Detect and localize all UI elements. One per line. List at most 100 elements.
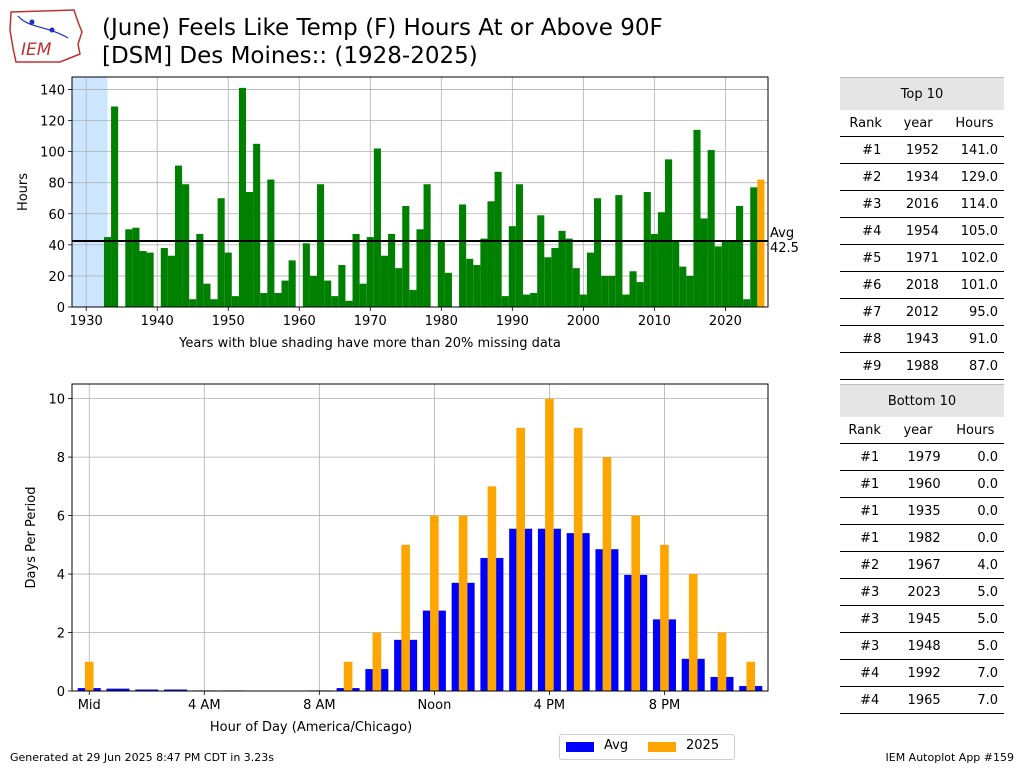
footer-app-id: IEM Autoplot App #159 xyxy=(885,751,1015,764)
year-bar xyxy=(679,266,687,307)
year-bar xyxy=(565,238,573,307)
table-row: #3 1948 5.0 xyxy=(840,632,1004,660)
x-tick-label: 1960 xyxy=(283,314,316,329)
top10-col-rank: Rank xyxy=(840,110,892,137)
bottom10-col-hours: Hours xyxy=(946,417,1004,444)
legend-2025-swatch xyxy=(648,742,676,752)
year-bar xyxy=(672,240,680,307)
year-bar xyxy=(366,237,374,307)
y-tick-label: 2 xyxy=(57,627,65,642)
hours-cell: 4.0 xyxy=(946,551,1004,579)
rank-cell: #1 xyxy=(840,136,892,164)
year-2025-bar xyxy=(458,515,468,691)
x-tick-label: 8 PM xyxy=(649,698,680,713)
y-tick-label: 20 xyxy=(48,270,65,285)
year-bar xyxy=(629,271,637,307)
year-bar xyxy=(253,143,261,307)
year-2025-bar xyxy=(487,486,497,691)
y-tick-label: 120 xyxy=(40,115,65,130)
table-row: #6 2018 101.0 xyxy=(840,271,1004,299)
year-bar xyxy=(103,237,112,307)
rank-cell: #3 xyxy=(840,605,890,633)
year-bar xyxy=(352,233,360,307)
year-cell: 1954 xyxy=(891,217,945,245)
year-bar xyxy=(231,296,239,307)
year-bar xyxy=(750,187,758,307)
year-bar xyxy=(373,148,381,307)
year-cell: 1982 xyxy=(889,524,947,552)
year-bar xyxy=(693,129,701,307)
y-tick-label: 40 xyxy=(48,239,65,254)
x-tick-label: 2010 xyxy=(638,314,671,329)
year-bar xyxy=(558,230,566,307)
year-bar xyxy=(665,159,673,307)
year-cell: 1965 xyxy=(889,686,947,714)
table-row: #5 1971 102.0 xyxy=(840,244,1004,272)
footer-generated: Generated at 29 Jun 2025 8:47 PM CDT in … xyxy=(10,751,275,764)
year-bar xyxy=(530,293,538,307)
year-bar xyxy=(402,205,410,307)
year-bar xyxy=(139,251,147,307)
rank-cell: #4 xyxy=(840,217,892,245)
year-cell: 1945 xyxy=(889,605,947,633)
year-bar xyxy=(160,247,168,307)
year-bar xyxy=(643,192,651,307)
avg-bar xyxy=(164,689,188,691)
table-row: #3 1945 5.0 xyxy=(840,605,1004,633)
chart-title-line1: (June) Feels Like Temp (F) Hours At or A… xyxy=(102,15,663,41)
year-cell: 1992 xyxy=(889,659,947,687)
average-label: Avg 42.5 xyxy=(770,226,799,256)
x-tick-label: Mid xyxy=(78,698,101,713)
year-bar xyxy=(707,150,715,307)
legend-avg-swatch xyxy=(566,742,594,752)
hours-cell: 102.0 xyxy=(944,244,1004,272)
table-row: #1 1952 141.0 xyxy=(840,136,1004,164)
rank-cell: #1 xyxy=(840,470,890,498)
top10-table: Top 10 Rank year Hours #1 1952 141.0 #2 1934… xyxy=(840,77,1004,407)
y-tick-label: 4 xyxy=(57,568,65,583)
year-2025-bar xyxy=(602,457,612,691)
plot-frame xyxy=(71,76,769,308)
year-cell: 1967 xyxy=(889,551,947,579)
x-tick-label: 1930 xyxy=(70,314,103,329)
year-bar xyxy=(260,293,268,307)
year-2025-bar xyxy=(343,661,353,691)
rank-cell: #4 xyxy=(840,686,890,714)
y-tick-label: 80 xyxy=(48,177,65,192)
table-row: #4 1954 105.0 xyxy=(840,217,1004,245)
chart-title: (June) Feels Like Temp (F) Hours At or A… xyxy=(102,14,663,70)
year-bar xyxy=(167,255,175,307)
year-2025-bar xyxy=(430,515,439,691)
year-bar xyxy=(125,229,133,307)
bottom10-col-year: year xyxy=(889,417,947,444)
year-bar xyxy=(395,268,403,307)
table-row: #7 2012 95.0 xyxy=(840,298,1004,326)
year-2025-bar xyxy=(688,574,698,691)
year-2025-bar xyxy=(660,544,669,691)
hours-cell: 5.0 xyxy=(946,605,1004,633)
year-bar xyxy=(501,296,509,307)
year-bar xyxy=(246,192,254,307)
year-bar xyxy=(189,299,197,307)
year-bar xyxy=(146,252,154,307)
year-bar xyxy=(508,226,516,307)
year-bar xyxy=(594,198,602,307)
year-bar xyxy=(714,246,722,307)
year-cell: 1934 xyxy=(891,163,945,191)
x-tick-label: 2020 xyxy=(709,314,742,329)
year-bar xyxy=(494,171,502,307)
year-bar xyxy=(174,165,183,307)
year-bar xyxy=(579,294,587,307)
rank-cell: #8 xyxy=(840,325,892,353)
x-tick-label: 1940 xyxy=(141,314,174,329)
year-2025-bar xyxy=(573,427,583,691)
rank-cell: #6 xyxy=(840,271,892,299)
hours-cell: 0.0 xyxy=(946,443,1004,471)
x-tick-label: 1990 xyxy=(496,314,529,329)
plot-frame xyxy=(71,383,769,692)
year-bar xyxy=(551,247,559,307)
year-bar xyxy=(473,265,481,307)
rank-cell: #3 xyxy=(840,632,890,660)
year-bar xyxy=(416,229,424,307)
rank-cell: #5 xyxy=(840,244,892,272)
